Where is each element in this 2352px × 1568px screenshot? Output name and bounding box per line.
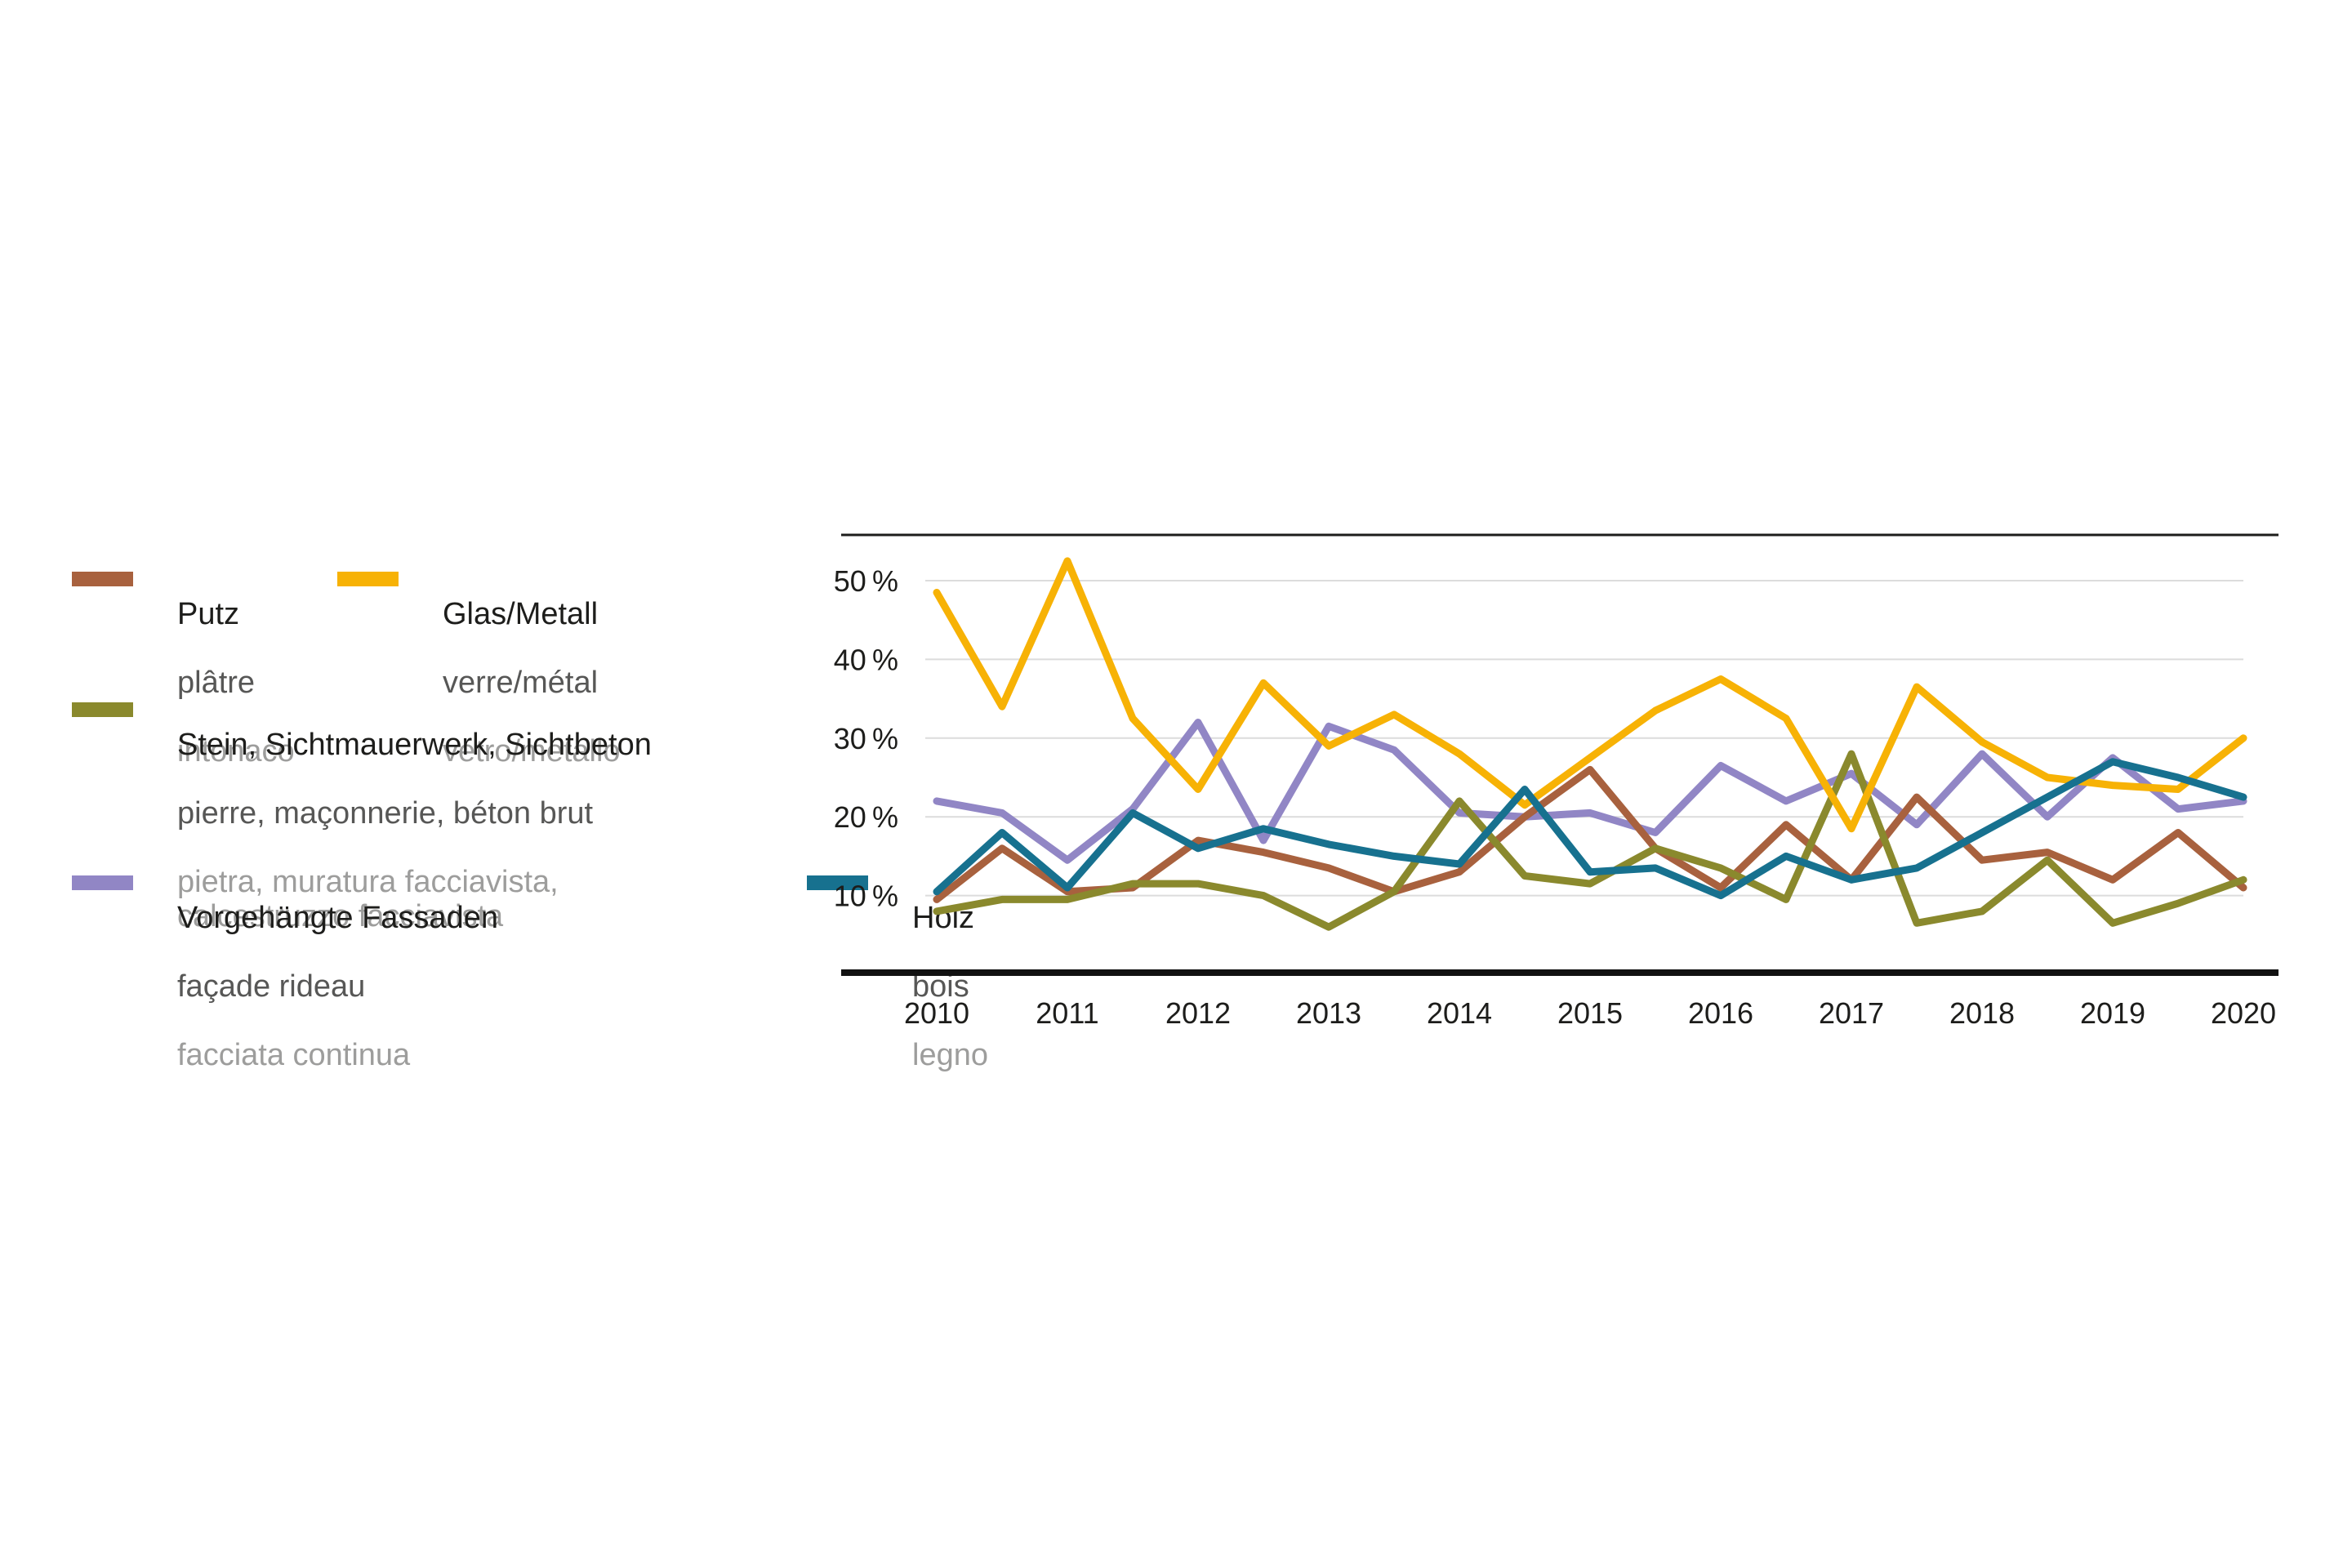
series-line-glas-metall <box>933 557 2247 833</box>
series-line-holz <box>933 758 2247 900</box>
legend-label-de: Stein, Sichtmauerwerk, Sichtbeton <box>177 728 652 762</box>
x-tick-label-2016: 2016 <box>1688 996 1753 1030</box>
putz-swatch <box>72 572 133 586</box>
x-tick-label-2018: 2018 <box>1949 996 2015 1030</box>
legend-label-de: Vorgehängte Fassaden <box>177 901 498 935</box>
legend-text-stein: Stein, Sichtmauerwerk, Sichtbeton pierre… <box>177 693 667 968</box>
series-line-putz <box>933 765 2247 903</box>
y-tick-label-20: 20 % <box>834 800 898 834</box>
x-tick-label-2012: 2012 <box>1165 996 1231 1030</box>
x-tick-label-2019: 2019 <box>2080 996 2145 1030</box>
stein-swatch <box>72 702 133 717</box>
y-tick-label-50: 50 % <box>834 564 898 598</box>
vorgehaengte-fassaden-swatch <box>72 875 133 890</box>
series-line-stein-sichtmauerwerk-sichtbeton <box>933 750 2247 931</box>
y-tick-label-30: 30 % <box>834 722 898 755</box>
holz-swatch <box>807 875 868 890</box>
y-tick-label-10: 10 % <box>834 880 898 913</box>
x-tick-label-2010: 2010 <box>904 996 969 1030</box>
x-tick-label-2013: 2013 <box>1296 996 1361 1030</box>
legend-text-putz: Putz plâtre intonaco <box>177 563 295 803</box>
legend-text-vorgehaengte-fassaden: Vorgehängte Fassaden façade rideau facci… <box>177 866 498 1107</box>
x-tick-label-2011: 2011 <box>1036 996 1098 1030</box>
legend-label-fr: plâtre <box>177 666 256 700</box>
x-tick-label-2014: 2014 <box>1427 996 1492 1030</box>
legend-label-it: pietra, muratura facciavista, calcestruz… <box>177 865 559 933</box>
legend-label-de: Putz <box>177 597 240 631</box>
legend-item-stein: Stein, Sichtmauerwerk, Sichtbeton pierre… <box>72 693 667 968</box>
legend-label-it: facciata continua <box>177 1038 411 1072</box>
legend-label-it: legno <box>912 1038 988 1072</box>
x-tick-label-2020: 2020 <box>2211 996 2276 1030</box>
legend-item-putz: Putz plâtre intonaco <box>72 563 295 803</box>
legend-item-vorgehaengte-fassaden: Vorgehängte Fassaden façade rideau facci… <box>72 866 498 1107</box>
series-line-vorgeh-ngte-fassaden <box>933 719 2247 864</box>
legend-label-fr: verre/métal <box>443 666 599 700</box>
legend-label-it: vetro/metallo <box>443 734 621 768</box>
glas-metall-swatch <box>337 572 399 586</box>
legend-label-it: intonaco <box>177 734 295 768</box>
legend-label-fr: façade rideau <box>177 969 366 1004</box>
legend-text-glas-metall: Glas/Metall verre/métal vetro/metallo <box>443 563 621 803</box>
legend-label-fr: pierre, maçonnerie, béton brut <box>177 796 594 831</box>
y-tick-label-40: 40 % <box>834 643 898 676</box>
x-tick-label-2015: 2015 <box>1557 996 1623 1030</box>
legend-item-glas-metall: Glas/Metall verre/métal vetro/metallo <box>337 563 621 803</box>
legend-label-de: Glas/Metall <box>443 597 599 631</box>
x-tick-label-2017: 2017 <box>1819 996 1884 1030</box>
